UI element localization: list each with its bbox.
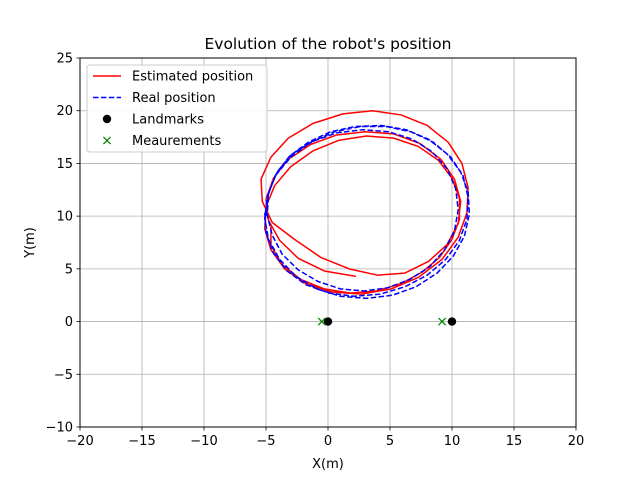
legend-label-0: Estimated position: [132, 70, 253, 85]
x-tick-label-3: −5: [256, 434, 275, 449]
series-2-point-1: [447, 317, 457, 326]
legend-entry-3: Meaurements: [102, 134, 221, 149]
legend-box: [86, 64, 268, 153]
legend-entry-1: Real position: [93, 91, 216, 106]
y-tick-label-7: 25: [56, 52, 73, 67]
y-axis-label: Y(m): [23, 227, 38, 259]
legend-entry-2: Landmarks: [102, 113, 204, 128]
x-tick-label-7: 15: [506, 434, 523, 449]
plot-series: [260, 109, 471, 326]
y-tick-label-0: −10: [46, 421, 73, 436]
y-tick-label-5: 15: [56, 157, 73, 172]
series-line-0: [260, 109, 469, 295]
legend-label-3: Meaurements: [132, 134, 221, 149]
y-tick-label-4: 10: [56, 210, 73, 225]
x-tick-label-2: −10: [190, 434, 217, 449]
legend-label-1: Real position: [132, 91, 216, 106]
series-3-point-0: [317, 317, 326, 326]
legend-swatch-3: [102, 136, 112, 145]
series-2-point-0: [323, 317, 333, 326]
x-tick-label-6: 10: [444, 434, 461, 449]
x-tick-label-8: 20: [568, 434, 585, 449]
legend-entry-0: Estimated position: [93, 70, 253, 85]
legend: Estimated position Real position Landmarks…: [86, 64, 268, 153]
legend-swatch-2: [102, 114, 112, 124]
y-tick-label-6: 20: [56, 104, 73, 119]
axis-ticks: −20 −15 −10 −5 0 5 10 15 20 −10 −5 0 5 10 15 20 25: [46, 52, 585, 450]
x-tick-label-5: 5: [386, 434, 394, 449]
y-tick-label-2: 0: [65, 315, 73, 330]
x-tick-label-1: −15: [128, 434, 155, 449]
series-line-1: [264, 124, 471, 300]
x-axis-label: X(m): [312, 457, 344, 472]
y-tick-label-3: 5: [65, 262, 73, 277]
y-tick-label-1: −5: [54, 368, 73, 383]
x-tick-label-0: −20: [66, 434, 93, 449]
chart-title: Evolution of the robot's position: [204, 35, 451, 53]
x-tick-label-4: 0: [324, 434, 332, 449]
legend-label-2: Landmarks: [132, 113, 204, 128]
series-3-point-1: [438, 317, 447, 326]
